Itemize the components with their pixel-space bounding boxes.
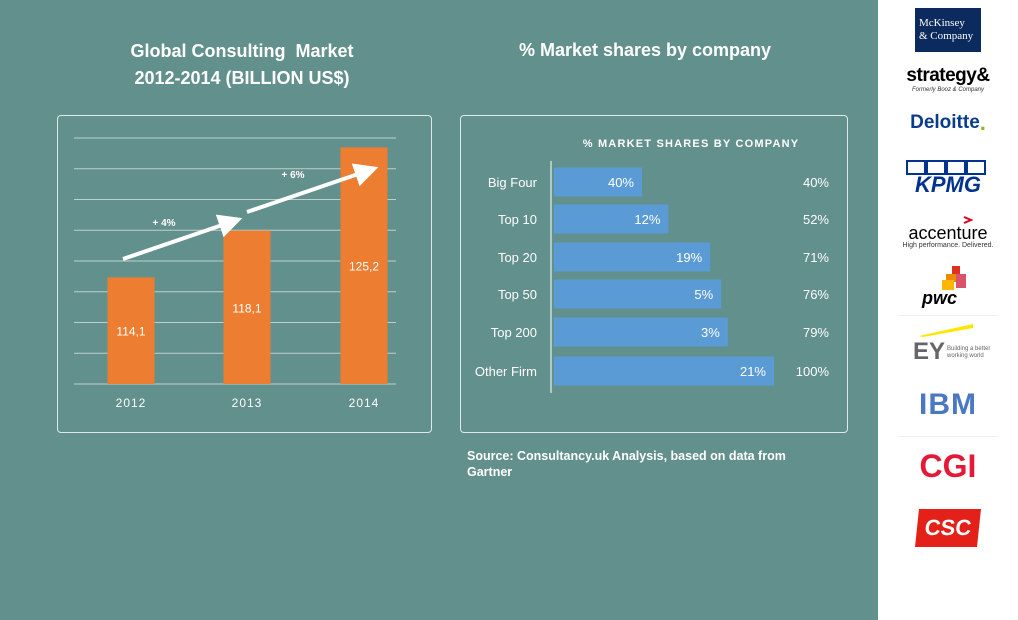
logo-sidebar: McKinsey & Company strategy& Formerly Bo… — [878, 0, 1018, 620]
data-label: 40% — [608, 175, 634, 190]
bar — [107, 277, 155, 384]
mckinsey-logo: McKinsey & Company — [878, 7, 1018, 53]
x-tick-label: 2013 — [232, 396, 263, 410]
kpmg-logo-text: KPMG — [915, 172, 981, 197]
growth-arrow — [246, 163, 379, 214]
deloitte-logo: Deloitte. — [878, 108, 1018, 138]
cumulative-label: 100% — [796, 364, 830, 379]
divider — [898, 315, 998, 316]
left-chart-title: Global Consulting Market 2012-2014 (BILL… — [92, 38, 392, 92]
growth-chart: 114,1 2012 118,1 2013 125,2 2014 + 4% + 6% — [74, 137, 396, 410]
pwc-blocks-icon — [942, 266, 966, 290]
kpmg-boxes-icon — [906, 160, 986, 175]
accenture-chevron-icon — [963, 215, 973, 224]
growth-annotation: + 6% — [281, 170, 304, 181]
bar — [554, 317, 728, 347]
data-label: 21% — [740, 364, 766, 379]
left-chart-title-line1: Global Consulting Market — [130, 41, 354, 61]
strategy-logo: strategy& Formerly Booz & Company — [878, 60, 1018, 98]
accenture-logo: accenture High performance. Delivered. — [878, 210, 1018, 254]
market-share-chart-panel: % MARKET SHARES BY COMPANY 40% 40% Big Four… — [460, 115, 848, 433]
kpmg-logo: KPMG — [878, 156, 1018, 200]
csc-logo-text: CSC — [923, 515, 973, 540]
data-label: 12% — [634, 212, 660, 227]
growth-chart-panel: 114,1 2012 118,1 2013 125,2 2014 + 4% + 6% — [57, 115, 432, 433]
ibm-logo-text: IBM — [919, 388, 977, 421]
data-label: 118,1 — [232, 301, 261, 315]
strategy-logo-sub: Formerly Booz & Company — [911, 87, 985, 93]
ey-tagline-line2: working world — [947, 353, 984, 359]
growth-annotation: + 4% — [152, 218, 175, 229]
csc-logo: CSC — [878, 506, 1018, 550]
market-share-chart: % MARKET SHARES BY COMPANY 40% 40% Big Four… — [475, 138, 830, 393]
cumulative-label: 76% — [803, 287, 829, 302]
mckinsey-logo-line2: & Company — [919, 30, 974, 42]
ey-logo: EY Building a better working world — [878, 320, 1018, 368]
y-tick-label: Top 50 — [498, 287, 537, 302]
data-label: 19% — [676, 250, 702, 265]
data-label: 5% — [694, 287, 713, 302]
y-tick-label: Top 10 — [498, 212, 537, 227]
deloitte-logo-text: Deloitte — [910, 112, 980, 133]
bar — [554, 242, 711, 272]
bar — [223, 230, 271, 384]
right-chart-title: % Market shares by company — [518, 40, 772, 60]
bar — [554, 356, 774, 386]
y-tick-label: Big Four — [488, 175, 538, 190]
source-note: Source: Consultancy.uk Analysis, based o… — [467, 449, 786, 479]
cumulative-label: 79% — [803, 325, 829, 340]
cgi-logo-text: CGI — [919, 447, 977, 484]
x-tick-label: 2012 — [116, 396, 147, 410]
y-tick-label: Other Firm — [475, 364, 537, 379]
growth-arrow — [122, 214, 243, 261]
cumulative-label: 52% — [803, 212, 829, 227]
pwc-logo: pwc — [878, 264, 1018, 312]
cumulative-label: 71% — [803, 250, 829, 265]
left-chart-title-line2: 2012-2014 (BILLION US$) — [134, 68, 350, 88]
ey-tagline-line1: Building a better — [947, 346, 991, 352]
data-label: 3% — [701, 325, 720, 340]
data-label: 114,1 — [116, 325, 145, 339]
ey-beam-icon — [919, 324, 973, 337]
cumulative-label: 40% — [803, 175, 829, 190]
bar — [554, 204, 669, 234]
ibm-logo: IBM — [878, 383, 1018, 427]
bar — [554, 167, 642, 197]
slide-background: Global Consulting Market 2012-2014 (BILL… — [0, 0, 878, 620]
deloitte-dot-icon: . — [979, 110, 986, 135]
y-tick-label: Top 20 — [498, 250, 537, 265]
data-label: 125,2 — [349, 260, 379, 274]
x-tick-label: 2014 — [349, 396, 380, 410]
accenture-logo-sub: High performance. Delivered. — [902, 241, 994, 249]
accenture-logo-text: accenture — [908, 222, 988, 243]
bar — [340, 147, 388, 384]
ey-logo-text: EY — [913, 338, 946, 365]
cgi-logo: CGI — [878, 443, 1018, 489]
chart-inner-title: % MARKET SHARES BY COMPANY — [583, 138, 800, 150]
mckinsey-logo-line1: McKinsey — [919, 17, 965, 29]
y-tick-label: Top 200 — [491, 325, 537, 340]
pwc-logo-text: pwc — [922, 288, 958, 308]
bar — [554, 279, 722, 309]
divider — [898, 436, 998, 437]
strategy-logo-text: strategy& — [906, 65, 990, 86]
